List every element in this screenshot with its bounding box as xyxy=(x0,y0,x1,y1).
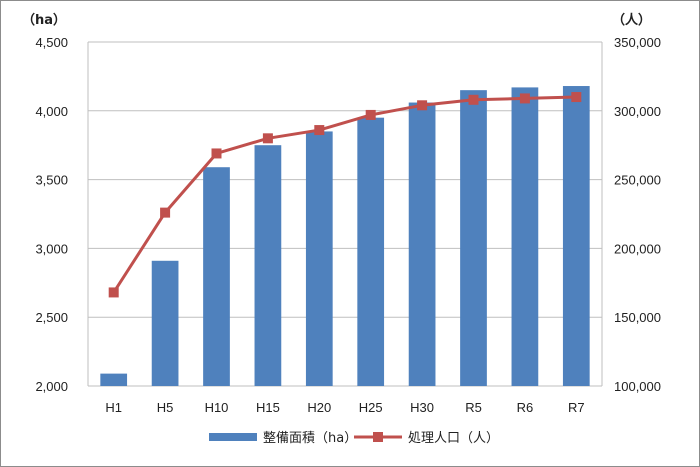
left-tick-label: 4,500 xyxy=(35,35,68,50)
right-tick-label: 250,000 xyxy=(614,173,661,188)
x-tick-label: H5 xyxy=(157,400,174,415)
right-tick-label: 100,000 xyxy=(614,379,661,394)
x-tick-label: H30 xyxy=(410,400,434,415)
population-marker xyxy=(519,93,530,104)
legend-bar-label: 整備面積（ha） xyxy=(263,430,357,446)
left-tick-label: 3,000 xyxy=(35,241,68,256)
left-axis-unit: （ha） xyxy=(22,12,66,28)
population-marker xyxy=(571,92,582,103)
area-bars xyxy=(100,86,590,387)
area-bar xyxy=(100,373,128,386)
x-tick-label: R6 xyxy=(517,400,534,415)
right-tick-label: 350,000 xyxy=(614,35,661,50)
legend: 整備面積（ha） 処理人口（人） xyxy=(209,430,499,446)
left-axis-ticks: 2,000 2,500 3,000 3,500 4,000 4,500 xyxy=(35,35,68,394)
x-tick-label: H15 xyxy=(256,400,280,415)
population-line-path xyxy=(112,95,577,294)
x-tick-label: R5 xyxy=(465,400,482,415)
x-tick-label: H10 xyxy=(205,400,229,415)
area-bar xyxy=(511,87,539,387)
area-bar xyxy=(357,117,385,387)
population-marker xyxy=(468,94,479,105)
right-axis-ticks: 100,000 150,000 200,000 250,000 300,000 350,0… xyxy=(614,35,661,394)
area-bar xyxy=(203,167,230,386)
population-marker xyxy=(160,207,171,218)
population-marker xyxy=(314,125,325,136)
right-tick-label: 300,000 xyxy=(614,104,661,119)
left-tick-label: 3,500 xyxy=(35,173,68,188)
x-tick-label: R7 xyxy=(568,400,585,415)
area-bar xyxy=(562,86,590,387)
population-marker xyxy=(417,100,428,111)
left-tick-label: 4,000 xyxy=(35,104,68,119)
legend-bar-swatch xyxy=(209,433,257,441)
x-tick-label: H25 xyxy=(359,400,383,415)
area-bar xyxy=(254,145,282,386)
population-marker xyxy=(211,148,222,159)
area-bar xyxy=(151,260,179,386)
x-tick-label: H1 xyxy=(105,400,122,415)
area-bar xyxy=(460,90,487,386)
right-tick-label: 150,000 xyxy=(614,310,661,325)
x-axis-ticks: H1 H5 H10 H15 H20 H25 H30 R5 R6 R7 xyxy=(105,400,584,415)
population-marker xyxy=(108,287,119,298)
x-tick-label: H20 xyxy=(307,400,331,415)
area-bar xyxy=(408,102,436,386)
legend-line-marker xyxy=(373,432,383,442)
left-tick-label: 2,000 xyxy=(35,379,68,394)
legend-line-label: 処理人口（人） xyxy=(408,431,499,446)
population-line xyxy=(108,92,582,298)
left-tick-label: 2,500 xyxy=(35,310,68,325)
right-tick-label: 200,000 xyxy=(614,241,661,256)
right-axis-unit: （人） xyxy=(612,12,651,28)
area-bar xyxy=(305,131,333,386)
population-marker xyxy=(262,133,273,144)
population-marker xyxy=(365,109,376,120)
